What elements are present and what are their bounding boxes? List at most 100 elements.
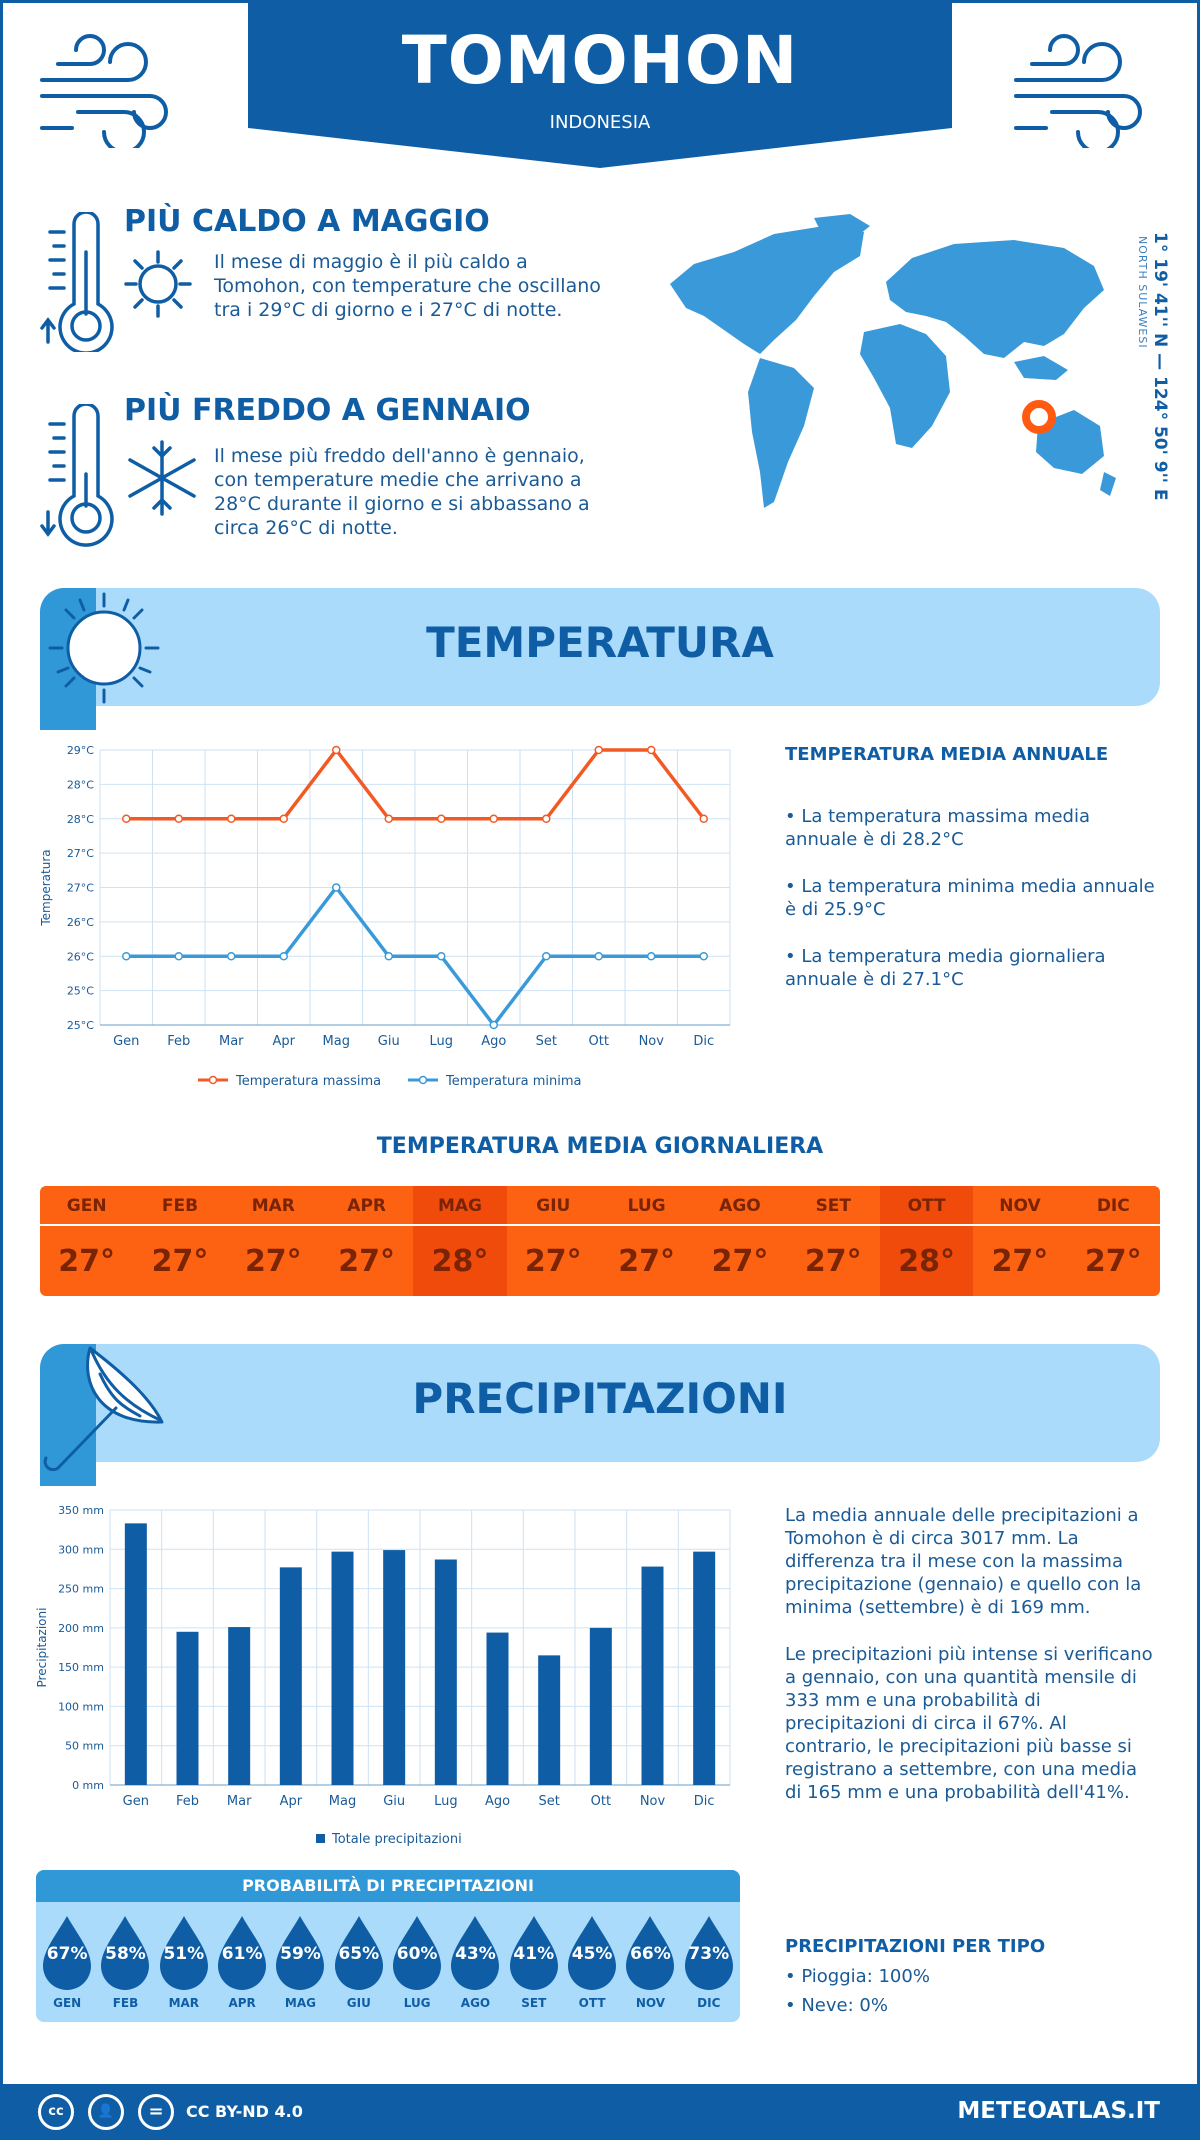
sun-icon (40, 588, 160, 730)
daily-temp-cell: MAG 28° (413, 1186, 507, 1296)
probability-value: 43% (455, 1944, 496, 1964)
x-tick-label: Giu (378, 1034, 400, 1049)
probability-drop: 65% GIU (331, 1914, 387, 2010)
precip-bar (176, 1631, 199, 1785)
precip-type-title: PRECIPITAZIONI PER TIPO (785, 1936, 1046, 1957)
series-line (126, 747, 706, 821)
probability-drop: 73% DIC (681, 1914, 737, 2010)
y-axis-label: Precipitazioni (35, 1608, 49, 1688)
data-point (174, 952, 183, 961)
probability-value: 58% (105, 1944, 146, 1964)
precip-bar (383, 1550, 406, 1785)
y-tick-label: 50 mm (65, 1740, 104, 1753)
probability-drop: 66% NOV (622, 1914, 678, 2010)
probability-drop: 58% FEB (97, 1914, 153, 2010)
coldest-title: PIÙ FREDDO A GENNAIO (124, 393, 531, 428)
by-icon[interactable]: 👤 (88, 2094, 124, 2130)
temperature-title: TEMPERATURA (426, 618, 774, 667)
precip-probability-box: PROBABILITÀ DI PRECIPITAZIONI 67% GEN 58% F… (36, 1870, 740, 2022)
probability-value: 60% (396, 1944, 438, 1964)
probability-value: 67% (46, 1944, 88, 1964)
data-point (542, 952, 551, 961)
data-point (384, 952, 393, 961)
precip-bar (589, 1627, 612, 1785)
raindrop-icon (43, 1916, 92, 1990)
probability-month: AGO (460, 1996, 491, 2010)
probability-month: FEB (112, 1996, 139, 2010)
y-tick-label: 0 mm (72, 1779, 104, 1792)
annual-min-text: • La temperatura minima media annuale è … (785, 876, 1155, 920)
raindrop-icon (101, 1916, 150, 1990)
legend-marker (418, 1075, 428, 1085)
data-point (437, 814, 446, 823)
data-point (647, 952, 656, 961)
probability-value: 51% (163, 1944, 205, 1964)
cc-icon[interactable]: cc (38, 2094, 74, 2130)
daily-temp-value: 27° (804, 1243, 862, 1279)
daily-temp-month: MAG (413, 1186, 507, 1226)
precip-bar (279, 1567, 302, 1785)
data-point (489, 1020, 498, 1030)
daily-temp-value: 27° (524, 1243, 582, 1279)
x-tick-label: Set (538, 1794, 559, 1809)
probability-drop: 61% APR (214, 1914, 270, 2010)
daily-temp-month: GEN (40, 1186, 134, 1226)
precipitation-chart: 0 mm 50 mm 100 mm 150 mm 200 mm 250 mm 300 mm 3… (35, 1504, 731, 1847)
y-tick-label: 200 mm (58, 1622, 104, 1635)
data-point (174, 814, 183, 823)
data-point (332, 745, 341, 755)
precip-title: PRECIPITAZIONI (412, 1374, 788, 1423)
daily-temp-month: NOV (973, 1186, 1067, 1226)
country-name: INDONESIA (549, 112, 651, 133)
x-tick-label: Mar (227, 1794, 252, 1809)
x-tick-label: Ott (591, 1794, 611, 1809)
wind-icon (1014, 34, 1142, 148)
temperature-banner: TEMPERATURA (40, 588, 1160, 706)
y-tick-label: 26°C (67, 916, 94, 929)
raindrop-icon (509, 1916, 558, 1990)
x-tick-label: Apr (273, 1034, 296, 1049)
x-tick-label: Feb (176, 1794, 199, 1809)
probability-month: NOV (635, 1996, 666, 2010)
daily-temp-cell: GEN 27° (40, 1186, 134, 1296)
x-tick-label: Apr (280, 1794, 303, 1809)
data-point (122, 952, 131, 961)
data-point (437, 952, 446, 961)
legend-swatch (316, 1834, 325, 1843)
nd-icon[interactable]: = (138, 2094, 174, 2130)
data-point (594, 952, 603, 961)
license-text[interactable]: CC BY-ND 4.0 (186, 2102, 303, 2121)
annual-temp-title: TEMPERATURA MEDIA ANNUALE (785, 744, 1109, 765)
annual-avg-text: • La temperatura media giornaliera annua… (785, 946, 1106, 990)
data-point (332, 883, 341, 892)
coldest-text: Il mese più freddo dell'anno è gennaio, … (214, 445, 590, 539)
daily-temp-month: FEB (133, 1186, 227, 1226)
data-point (699, 952, 708, 961)
hottest-title: PIÙ CALDO A MAGGIO (124, 204, 490, 239)
daily-temp-value: 27° (338, 1243, 396, 1279)
daily-temp-cell: SET 27° (786, 1186, 880, 1296)
x-tick-label: Ago (485, 1794, 510, 1809)
daily-temp-title: TEMPERATURA MEDIA GIORNALIERA (376, 1134, 824, 1159)
site-link[interactable]: METEOATLAS.IT (957, 2098, 1160, 2124)
data-point (227, 952, 236, 961)
world-map (670, 214, 1116, 508)
wind-icon (40, 34, 168, 148)
daily-temp-table: GEN 27° FEB 27° MAR 27° APR 27° MAG 28° GIU 27° LUG 2… (40, 1186, 1160, 1296)
daily-temp-value: 27° (711, 1243, 769, 1279)
precip-bar (538, 1655, 561, 1785)
daily-temp-cell: APR 27° (319, 1186, 414, 1296)
snow-type: • Neve: 0% (785, 1995, 888, 2016)
y-tick-label: 250 mm (58, 1583, 104, 1596)
data-point (227, 814, 236, 823)
precip-bar (228, 1627, 251, 1785)
daily-temp-value: 27° (618, 1243, 675, 1279)
y-tick-label: 25°C (67, 1019, 94, 1032)
precip-bar (641, 1566, 664, 1785)
probability-month: SET (521, 1996, 547, 2010)
data-point (699, 814, 708, 823)
x-tick-label: Lug (434, 1794, 458, 1809)
x-tick-label: Feb (167, 1034, 190, 1049)
probability-month: APR (228, 1996, 256, 2010)
raindrop-icon (393, 1916, 442, 1990)
